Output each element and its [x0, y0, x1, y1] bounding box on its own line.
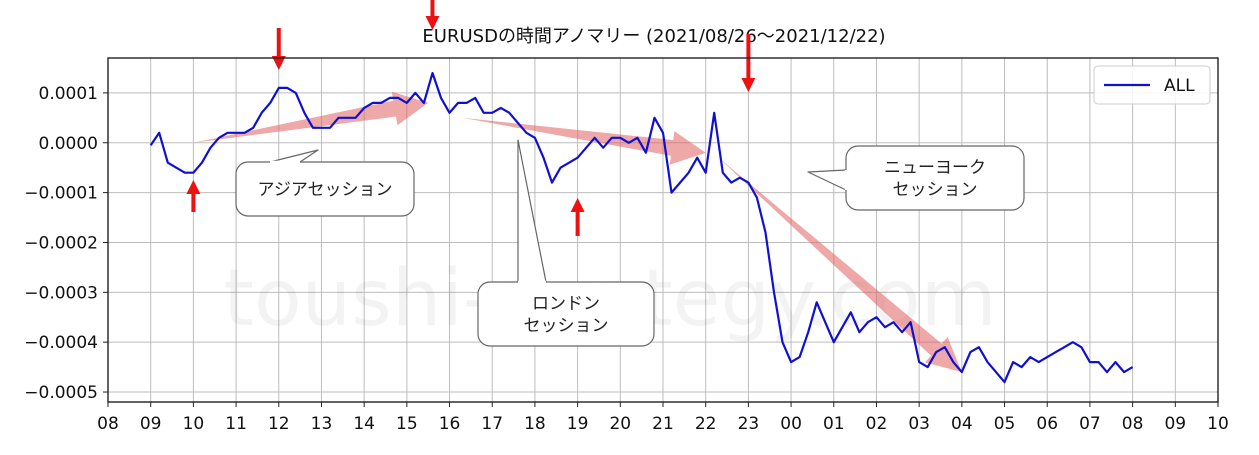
bubble-box	[477, 281, 655, 347]
series-line-all	[149, 71, 1134, 384]
bubble-tail	[269, 149, 319, 163]
x-tick-label: 01	[823, 414, 845, 434]
y-tick-label: −0.0003	[24, 283, 98, 303]
x-tick-label: 13	[311, 414, 333, 434]
bubble-text: ロンドン	[532, 294, 600, 314]
bubble-box	[235, 161, 415, 217]
x-tick-label: 08	[97, 414, 119, 434]
x-tick-label: 19	[567, 414, 589, 434]
x-tick-label: 05	[994, 414, 1016, 434]
x-tick-label: 11	[225, 414, 247, 434]
trend-arrows	[193, 91, 962, 373]
x-tick-label: 16	[439, 414, 461, 434]
x-tick-label: 21	[652, 414, 674, 434]
x-tick-label: 09	[140, 414, 162, 434]
bubble-tail	[517, 139, 547, 283]
trend-arrow	[718, 157, 962, 373]
legend-label-all: ALL	[1164, 76, 1195, 96]
marker-arrow-down	[741, 34, 756, 92]
y-tick-label: 0.0000	[39, 134, 98, 154]
x-tick-label: 02	[866, 414, 888, 434]
y-axis-ticks: 0.0001 0.0000 −0.0001 −0.0002 −0.0003 −0.0004…	[24, 84, 108, 403]
marker-arrow-down	[425, 0, 440, 30]
x-tick-label: 22	[695, 414, 717, 434]
marker-arrow-up	[186, 180, 201, 212]
x-tick-label: 23	[738, 414, 760, 434]
bubble-text: セッション	[524, 316, 609, 336]
session-bubble: アジアセッション	[235, 149, 415, 217]
legend: ALL	[1093, 65, 1211, 105]
grid	[107, 58, 1219, 402]
series-layer	[149, 71, 1134, 384]
x-tick-label: 18	[524, 414, 546, 434]
bubble-box	[845, 145, 1025, 211]
x-tick-label: 08	[1122, 414, 1144, 434]
bubble-text: セッション	[893, 180, 978, 200]
marker-arrows	[186, 0, 756, 236]
x-tick-label: 04	[951, 414, 973, 434]
x-tick-label: 06	[1036, 414, 1058, 434]
y-tick-label: −0.0005	[24, 383, 98, 403]
x-tick-label: 14	[353, 414, 375, 434]
bubble-text: アジアセッション	[258, 180, 393, 200]
x-tick-label: 10	[183, 414, 205, 434]
x-tick-label: 20	[609, 414, 631, 434]
x-axis-ticks: 08 09 10 11 12 13 14 15 16 17 18 19 20 21 22 23 00 01 02 03…	[97, 402, 1229, 434]
x-tick-label: 12	[268, 414, 290, 434]
x-tick-label: 00	[780, 414, 802, 434]
x-tick-label: 10	[1207, 414, 1229, 434]
marker-arrow-down	[271, 28, 286, 70]
y-tick-label: 0.0001	[39, 84, 98, 104]
chart-title: EURUSDの時間アノマリー (2021/08/26〜2021/12/22)	[422, 26, 885, 47]
legend-box	[1093, 65, 1211, 105]
x-tick-label: 07	[1079, 414, 1101, 434]
x-tick-label: 03	[908, 414, 930, 434]
marker-arrow-up	[570, 198, 585, 236]
trend-arrow	[193, 91, 429, 143]
bubble-text: ニューヨーク	[884, 158, 986, 178]
trend-arrow	[462, 117, 706, 165]
y-tick-label: −0.0002	[24, 233, 98, 253]
x-tick-label: 17	[481, 414, 503, 434]
bubble-tail	[807, 169, 847, 191]
x-tick-label: 09	[1164, 414, 1186, 434]
y-tick-label: −0.0001	[24, 184, 98, 204]
y-tick-label: −0.0004	[24, 333, 98, 353]
x-tick-label: 15	[396, 414, 418, 434]
